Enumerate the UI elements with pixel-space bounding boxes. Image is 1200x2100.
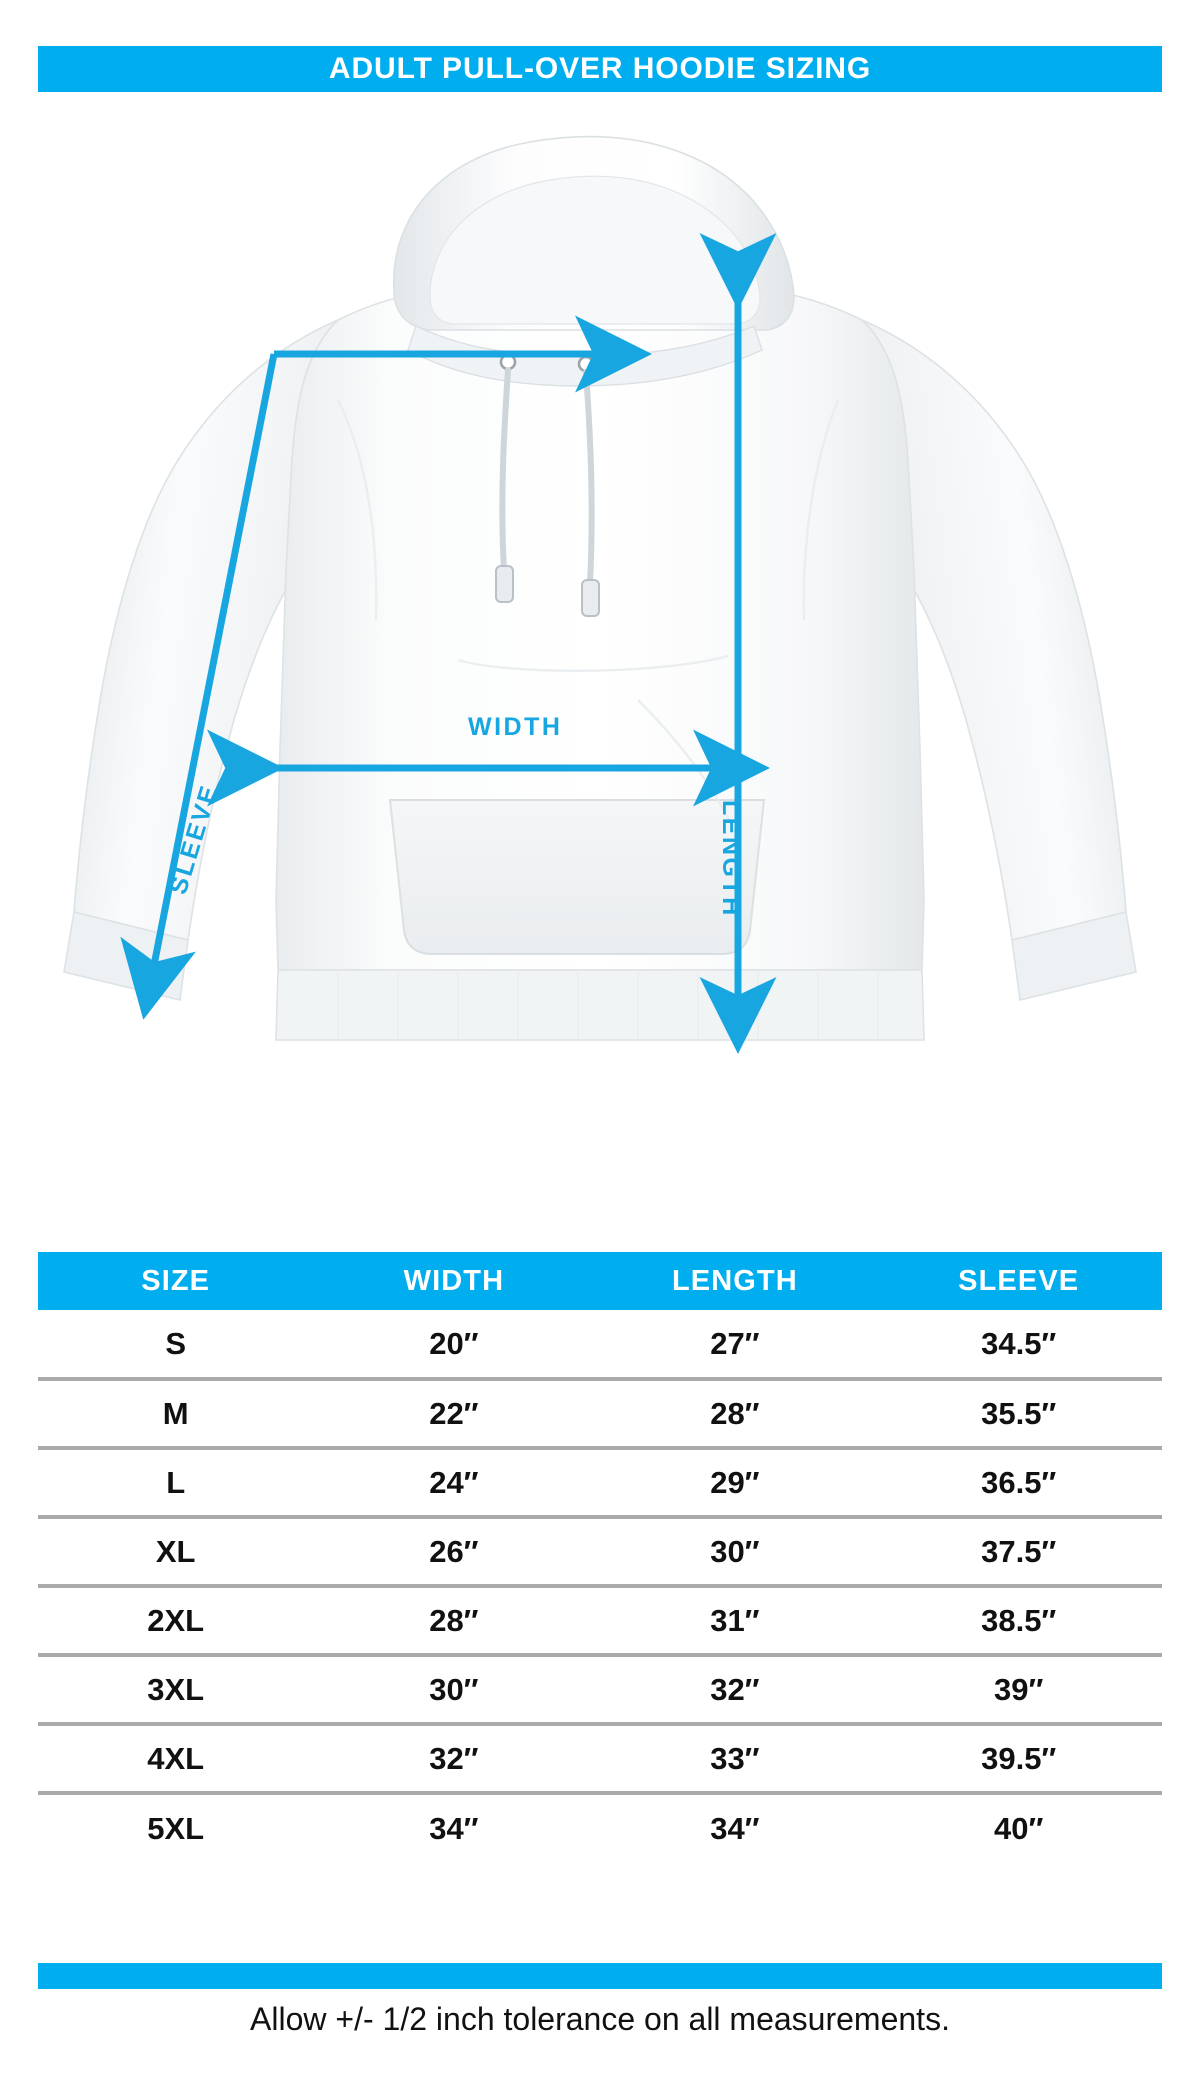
hoodie-left-aglet <box>495 565 514 603</box>
cell-sleeve: 39″ <box>875 1655 1162 1726</box>
hoodie-left-drawstring <box>499 367 511 573</box>
cell-sleeve: 37.5″ <box>875 1517 1162 1588</box>
cell-length: 27″ <box>594 1310 876 1381</box>
cell-size: XL <box>38 1517 314 1588</box>
sizing-table-body: S 20″ 27″ 34.5″ M 22″ 28″ 35.5″ L 24″ 29… <box>38 1310 1162 1862</box>
cell-length: 34″ <box>594 1793 876 1862</box>
cell-length: 32″ <box>594 1655 876 1726</box>
table-row: 2XL 28″ 31″ 38.5″ <box>38 1586 1162 1657</box>
hoodie-right-sleeve <box>861 318 1127 941</box>
cell-size: S <box>38 1310 314 1381</box>
hoodie-right-grommet <box>577 355 595 373</box>
column-header-sleeve: SLEEVE <box>875 1252 1162 1310</box>
cell-width: 34″ <box>313 1793 595 1862</box>
cell-width: 26″ <box>313 1517 595 1588</box>
cell-sleeve: 40″ <box>875 1793 1162 1862</box>
cell-width: 30″ <box>313 1655 595 1726</box>
table-row: S 20″ 27″ 34.5″ <box>38 1310 1162 1381</box>
hoodie-diagram: WIDTH LENGTH SLEEVE <box>38 100 1162 1240</box>
table-row: L 24″ 29″ 36.5″ <box>38 1448 1162 1519</box>
column-header-width: WIDTH <box>313 1252 595 1310</box>
cell-width: 32″ <box>313 1724 595 1795</box>
width-label: WIDTH <box>468 713 563 741</box>
column-header-length: LENGTH <box>594 1252 876 1310</box>
footer-divider-bar <box>38 1963 1162 1989</box>
table-row: 4XL 32″ 33″ 39.5″ <box>38 1724 1162 1795</box>
cell-sleeve: 36.5″ <box>875 1448 1162 1519</box>
table-row: 3XL 30″ 32″ 39″ <box>38 1655 1162 1726</box>
page-title: ADULT PULL-OVER HOODIE SIZING <box>328 52 872 85</box>
cell-sleeve: 35.5″ <box>875 1379 1162 1450</box>
cell-size: 4XL <box>38 1724 314 1795</box>
sleeve-measure-arrow-diagonal <box>120 353 278 1020</box>
column-header-size: SIZE <box>38 1252 314 1310</box>
hoodie-right-aglet <box>581 579 600 617</box>
cell-width: 22″ <box>313 1379 595 1450</box>
cell-size: L <box>38 1448 314 1519</box>
cell-sleeve: 34.5″ <box>875 1310 1162 1381</box>
cell-length: 30″ <box>594 1517 876 1588</box>
cell-sleeve: 39.5″ <box>875 1724 1162 1795</box>
cell-length: 28″ <box>594 1379 876 1450</box>
cell-length: 33″ <box>594 1724 876 1795</box>
cell-length: 29″ <box>594 1448 876 1519</box>
cell-width: 28″ <box>313 1586 595 1657</box>
hoodie-illustration-svg <box>63 135 1137 1054</box>
hoodie-pocket <box>388 799 766 955</box>
hoodie-right-cuff <box>1011 911 1137 1001</box>
hoodie-waistband <box>275 969 925 1041</box>
tolerance-note: Allow +/- 1/2 inch tolerance on all meas… <box>250 2001 950 2037</box>
cell-sleeve: 38.5″ <box>875 1586 1162 1657</box>
sizing-table: SIZE WIDTH LENGTH SLEEVE S 20″ 27″ 34.5″… <box>38 1252 1162 1862</box>
sizing-table-head: SIZE WIDTH LENGTH SLEEVE <box>38 1252 1162 1310</box>
cell-size: M <box>38 1379 314 1450</box>
cell-width: 24″ <box>313 1448 595 1519</box>
cell-size: 5XL <box>38 1793 314 1862</box>
table-header-row: SIZE WIDTH LENGTH SLEEVE <box>38 1252 1162 1310</box>
table-row: M 22″ 28″ 35.5″ <box>38 1379 1162 1450</box>
sizing-table-container: SIZE WIDTH LENGTH SLEEVE S 20″ 27″ 34.5″… <box>38 1252 1162 1862</box>
table-row: 5XL 34″ 34″ 40″ <box>38 1793 1162 1862</box>
cell-length: 31″ <box>594 1586 876 1657</box>
hoodie-right-drawstring <box>583 369 595 587</box>
hoodie-left-sleeve <box>73 318 339 941</box>
cell-size: 3XL <box>38 1655 314 1726</box>
page-title-banner: ADULT PULL-OVER HOODIE SIZING <box>38 46 1162 92</box>
length-label: LENGTH <box>717 800 745 918</box>
cell-width: 20″ <box>313 1310 595 1381</box>
table-row: XL 26″ 30″ 37.5″ <box>38 1517 1162 1588</box>
cell-size: 2XL <box>38 1586 314 1657</box>
